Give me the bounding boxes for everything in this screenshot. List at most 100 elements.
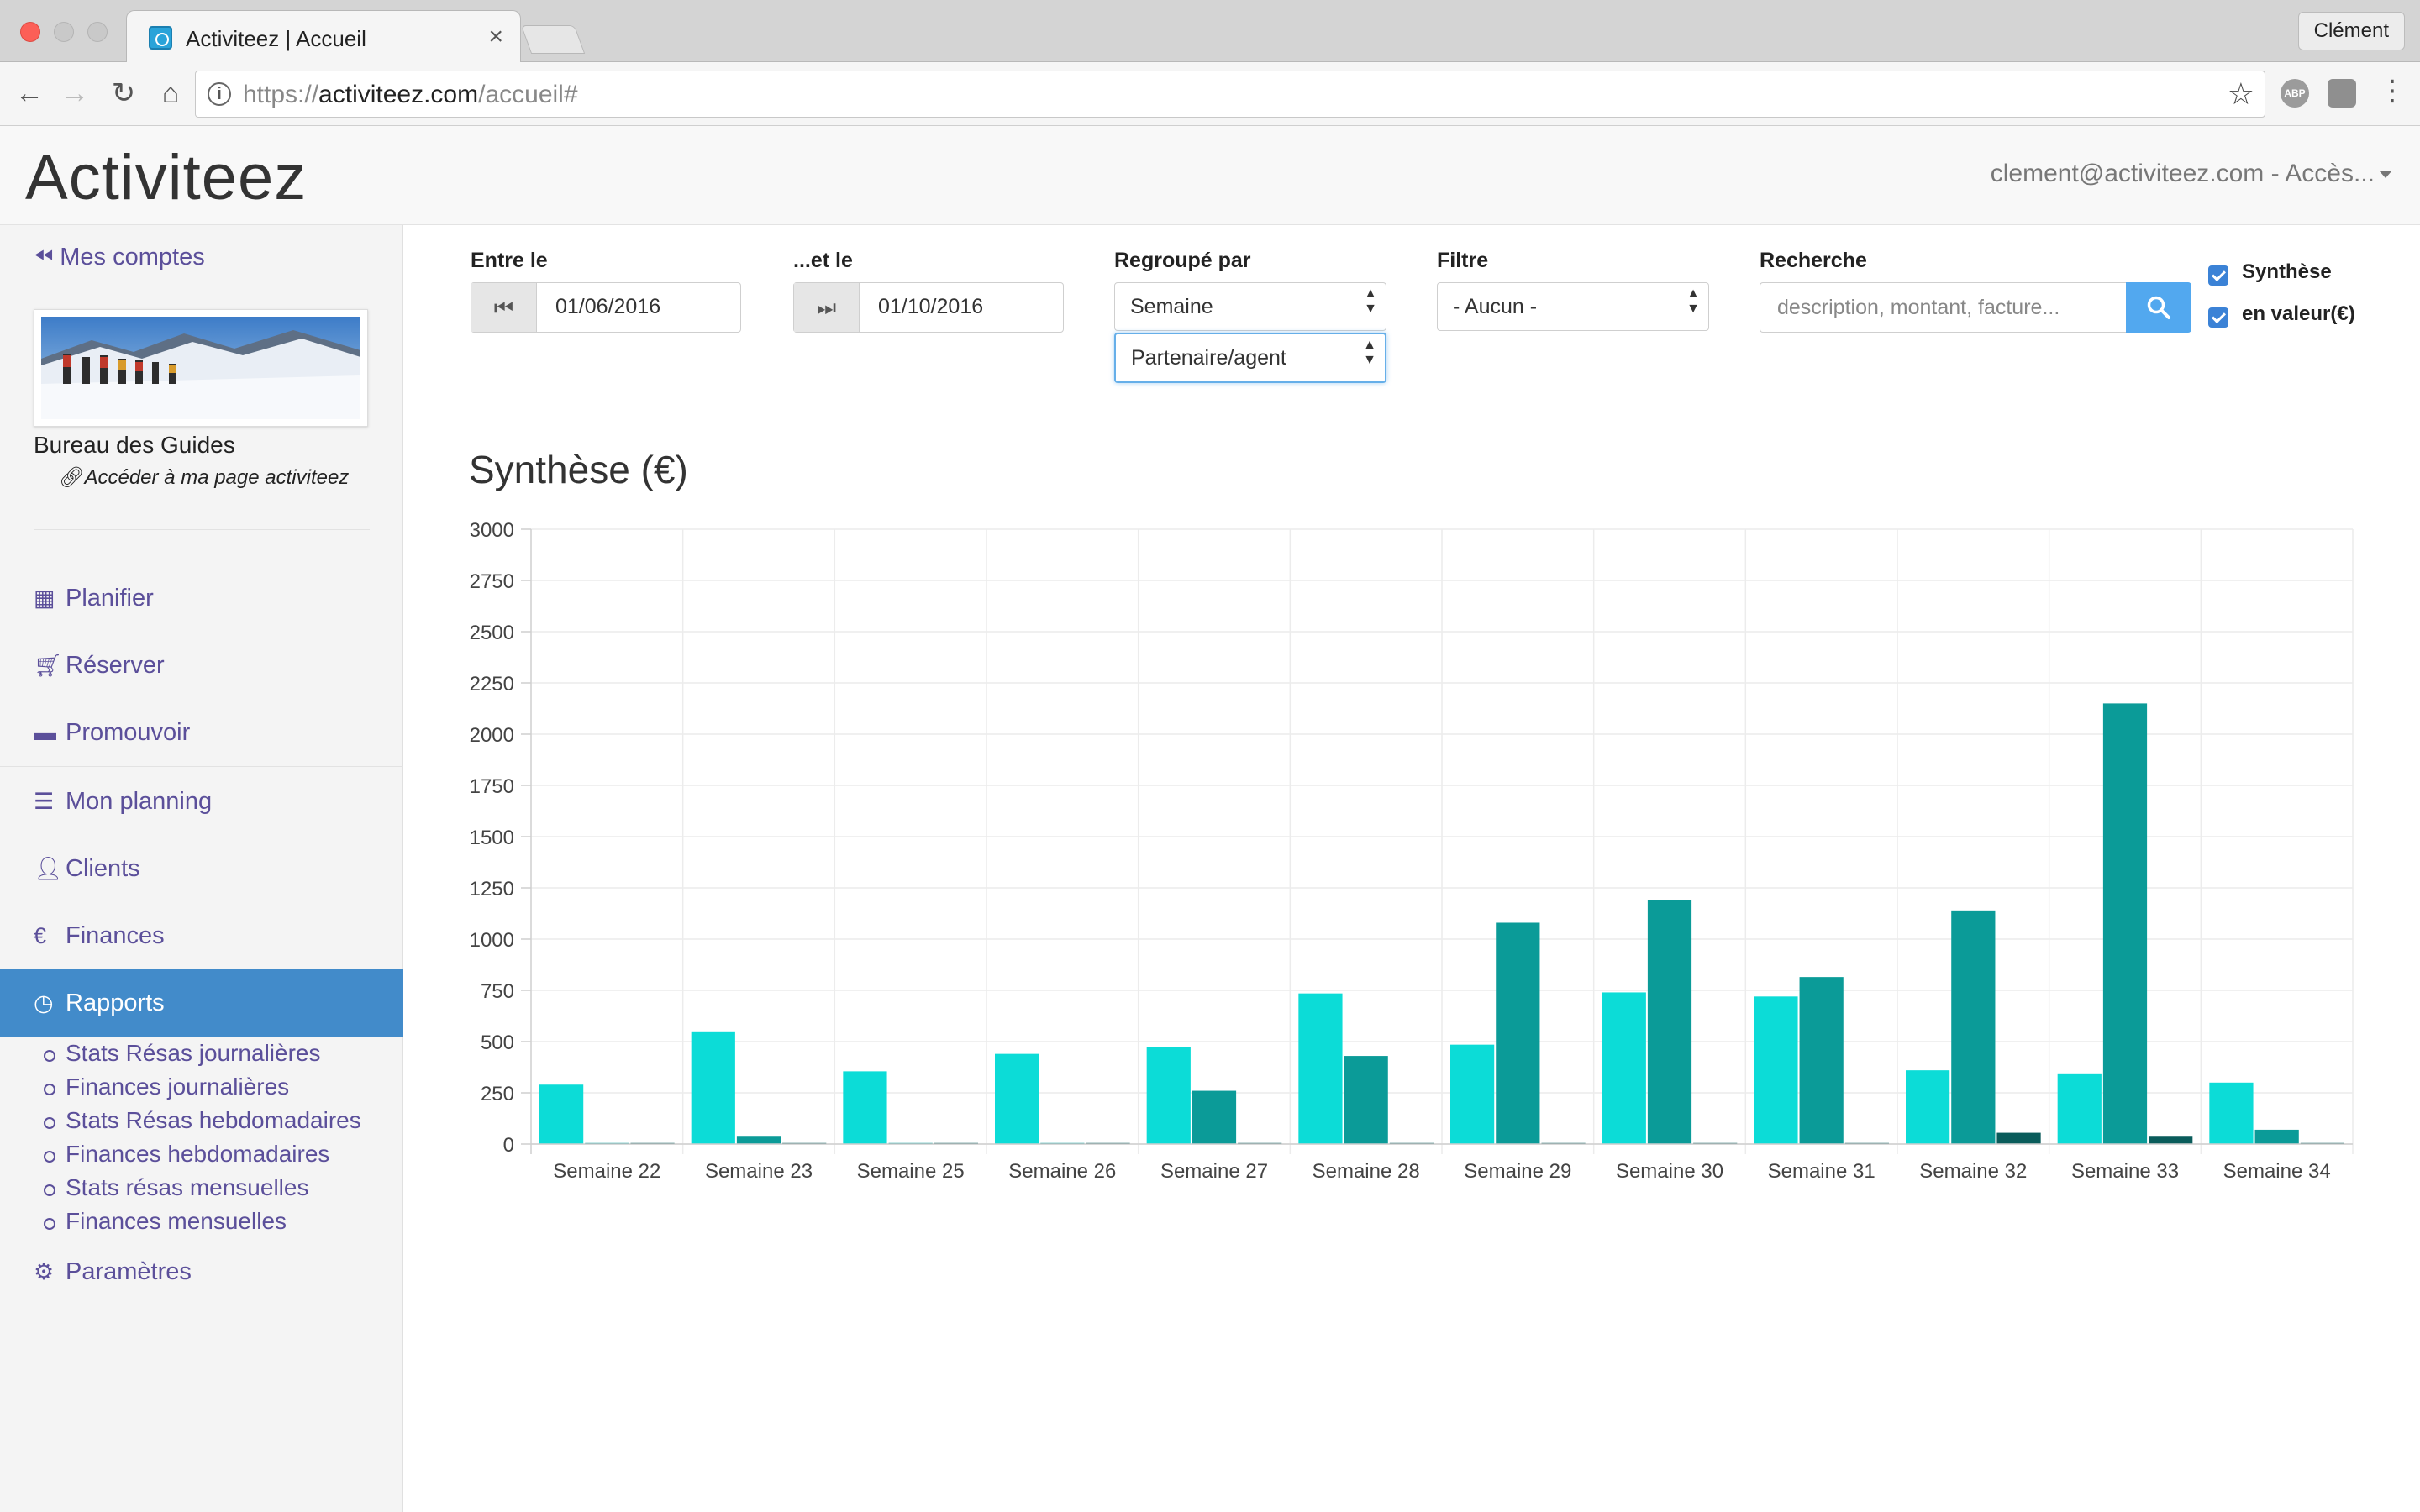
sidebar-item-reserver[interactable]: 🛒︎ Réserver (0, 632, 403, 699)
value-checkbox-label: en valeur(€) (2242, 302, 2355, 325)
bar-1 (1906, 1070, 1950, 1144)
group-by-select[interactable]: Semaine ▲ ▼ (1114, 282, 1386, 331)
bar-1 (1602, 992, 1646, 1144)
account-menu[interactable]: clement@activiteez.com - Accès... (1991, 160, 2391, 188)
subnav-item-finances-mensuelles[interactable]: Finances mensuelles (44, 1205, 361, 1238)
x-tick-label: Semaine 23 (705, 1160, 813, 1183)
x-tick-label: Semaine 26 (1008, 1160, 1116, 1183)
sidebar-item-mon-planning[interactable]: ☰ Mon planning (0, 768, 403, 835)
bar-1 (1146, 1047, 1191, 1144)
browser-titlebar: Activiteez | Accueil × Clément (0, 0, 2420, 62)
filter-select[interactable]: - Aucun - ▲ ▼ (1437, 282, 1709, 331)
zoom-window-button[interactable] (87, 22, 108, 42)
app-logo[interactable]: Activiteez (25, 142, 308, 213)
y-tick-label: 1250 (470, 878, 514, 900)
subnav-item-stats-resas-journalieres[interactable]: Stats Résas journalières (44, 1037, 361, 1070)
x-tick-label: Semaine 33 (2071, 1160, 2179, 1183)
browser-toolbar: ← → ↻ ⌂ i https://activiteez.com/accueil… (0, 62, 2420, 126)
x-tick-label: Semaine 22 (553, 1160, 660, 1183)
organization-name: Bureau des Guides (34, 432, 235, 458)
subnav-item-finances-hebdomadaires[interactable]: Finances hebdomadaires (44, 1137, 361, 1171)
info-icon[interactable]: i (208, 82, 231, 106)
favicon-icon (149, 26, 172, 50)
y-tick-label: 500 (481, 1032, 514, 1054)
x-tick-label: Semaine 31 (1768, 1160, 1876, 1183)
group-by-secondary-select[interactable]: Partenaire/agent ▲ ▼ (1114, 333, 1386, 383)
search-label: Recherche (1760, 249, 1867, 272)
bar-2 (1496, 922, 1540, 1144)
bar-2 (1799, 977, 1844, 1144)
subnav-item-stats-resas-mensuelles[interactable]: Stats résas mensuelles (44, 1171, 361, 1205)
to-date-label: ...et le (793, 249, 853, 272)
sidebar-divider (0, 766, 403, 767)
subnav-item-finances-journalieres[interactable]: Finances journalières (44, 1070, 361, 1104)
mountain-photo (41, 317, 360, 419)
back-arrow-icon[interactable]: ← (15, 77, 44, 109)
browser-tab[interactable]: Activiteez | Accueil × (126, 10, 521, 62)
search-input[interactable] (1760, 282, 2126, 333)
browser-menu-icon[interactable]: ⋮ (2378, 75, 2407, 107)
synthese-checkbox[interactable] (2208, 265, 2228, 286)
caret-down-icon (2380, 171, 2391, 179)
tasks-icon: ☰ (34, 789, 55, 814)
double-chevron-left-icon: ⏪︎ (34, 244, 54, 270)
sidebar-item-rapports[interactable]: ◷ Rapports (0, 969, 403, 1037)
close-window-button[interactable] (20, 22, 40, 42)
bar-1 (1450, 1044, 1495, 1144)
chart-title: Synthèse (€) (469, 448, 688, 491)
gear-icon: ⚙ (34, 1259, 55, 1284)
bar-2 (736, 1136, 781, 1144)
sidebar-divider (34, 529, 370, 530)
minimize-window-button[interactable] (54, 22, 74, 42)
sidebar-item-parametres[interactable]: ⚙ Paramètres (0, 1238, 403, 1305)
sidebar-item-planifier[interactable]: ▦ Planifier (0, 564, 403, 632)
select-arrows-icon: ▲ ▼ (1686, 286, 1700, 316)
y-tick-label: 2250 (470, 673, 514, 696)
bar-2 (1951, 910, 1996, 1144)
y-tick-label: 750 (481, 980, 514, 1003)
adblock-extension-icon[interactable]: ABP (2281, 79, 2309, 108)
sidebar-item-finances[interactable]: € Finances (0, 902, 403, 969)
x-tick-label: Semaine 30 (1616, 1160, 1723, 1183)
organization-photo (34, 309, 368, 427)
address-bar[interactable]: i https://activiteez.com/accueil# ☆ (195, 71, 2265, 118)
sidebar: ⏪︎ Mes comptes Bureau des Guides 🔗︎Accéd… (0, 225, 403, 1512)
tab-title: Activiteez | Accueil (186, 26, 366, 51)
new-tab-button[interactable] (520, 25, 586, 54)
url-text: https://activiteez.com/accueil# (243, 81, 578, 108)
y-tick-label: 2500 (470, 622, 514, 644)
filter-label: Filtre (1437, 249, 1489, 272)
y-tick-label: 250 (481, 1083, 514, 1105)
public-page-link[interactable]: 🔗︎Accéder à ma page activiteez (59, 466, 350, 489)
subnav-item-stats-resas-hebdomadaires[interactable]: Stats Résas hebdomadaires (44, 1104, 361, 1137)
forward-arrow-icon[interactable]: → (60, 77, 89, 109)
sidebar-item-clients[interactable]: 👤︎ Clients (0, 835, 403, 902)
y-tick-label: 1500 (470, 827, 514, 849)
bar-1 (691, 1031, 735, 1144)
from-date-field[interactable]: ⏮︎ 01/06/2016 (471, 282, 741, 333)
to-date-field[interactable]: ⏭︎ 01/10/2016 (793, 282, 1064, 333)
x-tick-label: Semaine 25 (857, 1160, 965, 1183)
home-icon[interactable]: ⌂ (161, 77, 180, 109)
sidebar-item-promouvoir[interactable]: ▬ Promouvoir (0, 699, 403, 766)
skip-forward-icon[interactable]: ⏭︎ (794, 283, 860, 332)
select-arrows-icon: ▲ ▼ (1363, 338, 1376, 367)
y-tick-label: 3000 (470, 519, 514, 542)
search-button[interactable] (2126, 282, 2191, 333)
euro-icon: € (34, 923, 47, 948)
bar-1 (1754, 996, 1798, 1144)
x-tick-label: Semaine 28 (1313, 1160, 1420, 1183)
extension-icon[interactable] (2328, 79, 2356, 108)
value-checkbox[interactable] (2208, 307, 2228, 328)
x-tick-label: Semaine 34 (2223, 1160, 2331, 1183)
skip-back-icon[interactable]: ⏮︎ (471, 283, 537, 332)
bar-2 (1344, 1056, 1388, 1144)
y-tick-label: 2000 (470, 724, 514, 747)
reload-icon[interactable]: ↻ (111, 77, 136, 109)
bar-3 (1996, 1132, 2041, 1144)
profile-button[interactable]: Clément (2297, 12, 2405, 50)
reports-submenu: Stats Résas journalières Finances journa… (44, 1037, 361, 1238)
bookmark-star-icon[interactable]: ☆ (2227, 76, 2254, 111)
tab-close-icon[interactable]: × (488, 23, 503, 50)
my-accounts-link[interactable]: ⏪︎ Mes comptes (34, 244, 205, 270)
